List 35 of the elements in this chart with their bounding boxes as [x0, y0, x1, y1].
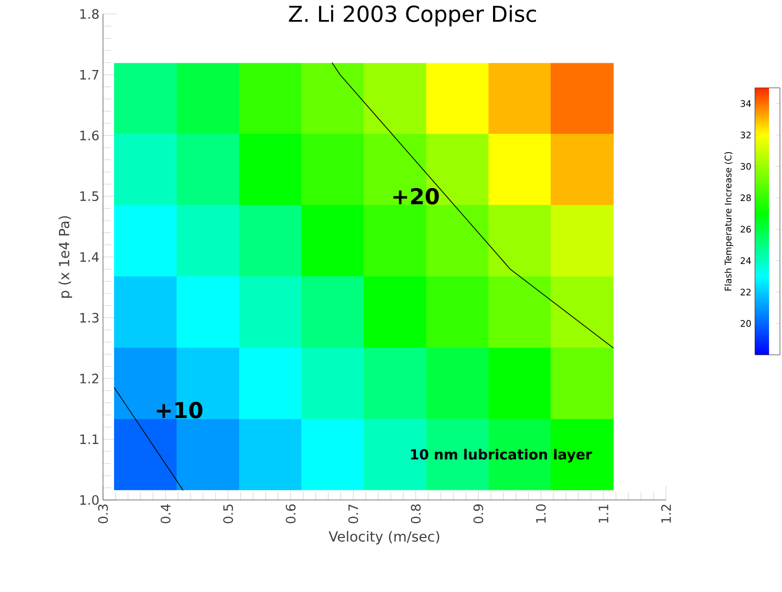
chart-title: Z. Li 2003 Copper Disc	[288, 5, 536, 26]
color-bar-label: 24	[740, 257, 751, 264]
color-bar-label: 28	[740, 194, 751, 202]
y-tick-label: 1.6	[80, 130, 99, 140]
x-tick-label: 0.4	[160, 504, 170, 524]
y-tick-label: 1.4	[80, 252, 99, 262]
color-bar-label: 20	[740, 320, 751, 327]
color-bar-label: 34	[740, 100, 751, 107]
y-tick-label: 1.1	[80, 434, 98, 444]
line-series	[332, 62, 614, 349]
color-bar-label: 26	[740, 226, 751, 233]
y-tick-label: 1.3	[80, 312, 98, 323]
x-tick-label: 0.8	[410, 504, 421, 524]
annotation: +10	[156, 402, 202, 418]
x-tick-label: 0.3	[98, 504, 108, 524]
x-axis-title: Velocity (m/sec)	[328, 530, 440, 544]
x-tick-label: 1.1	[598, 504, 608, 523]
color-bar-label: 22	[740, 288, 751, 296]
color-bar-label: 32	[740, 132, 751, 138]
y-tick-label: 1.0	[80, 495, 99, 505]
y-tick-label: 1.8	[80, 9, 99, 19]
color-bar-title: Flash Temperature Increase (C)	[724, 152, 734, 291]
y-axis-title: p (x 1e4 Pa)	[58, 216, 72, 298]
y-tick-label: 1.5	[80, 191, 98, 202]
x-tick-label: 0.9	[473, 504, 484, 524]
annotation: 10 nm lubrication layer	[411, 448, 592, 462]
x-tick-label: 0.5	[223, 504, 234, 524]
x-tick-label: 1.0	[536, 504, 546, 523]
x-tick-label: 0.7	[348, 504, 358, 524]
x-tick-label: 0.6	[286, 504, 296, 524]
color-bar-label: 30	[740, 162, 751, 170]
y-tick-label: 1.7	[80, 70, 98, 80]
x-tick-label: 1.2	[661, 504, 671, 523]
y-tick-label: 1.2	[80, 374, 98, 384]
annotation: +20	[393, 188, 439, 205]
